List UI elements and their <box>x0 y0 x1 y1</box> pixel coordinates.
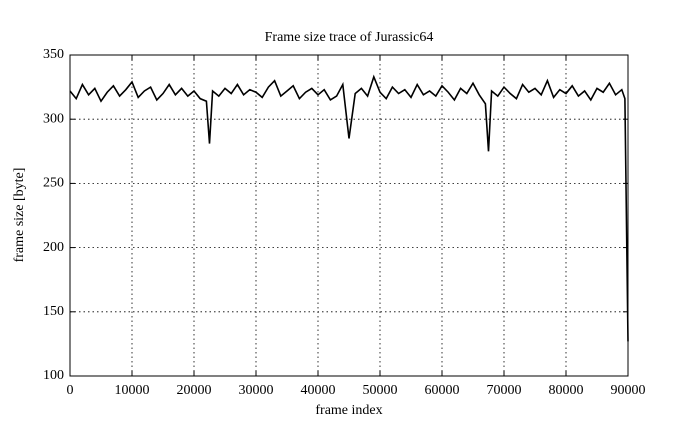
x-axis-label: frame index <box>315 403 382 418</box>
x-tick-label: 10000 <box>115 383 150 398</box>
x-tick-label: 0 <box>67 383 74 398</box>
data-line <box>69 74 629 342</box>
x-tick-label: 20000 <box>177 383 212 398</box>
x-tick-label: 50000 <box>363 383 398 398</box>
x-tick-label: 60000 <box>425 383 460 398</box>
x-tick-label: 70000 <box>487 383 522 398</box>
x-tick-label: 30000 <box>239 383 274 398</box>
y-tick-label: 150 <box>43 304 64 319</box>
x-tick-label: 40000 <box>301 383 336 398</box>
y-tick-label: 250 <box>43 176 64 191</box>
y-tick-label: 300 <box>43 111 64 126</box>
y-tick-label: 350 <box>43 47 64 62</box>
y-axis-label: frame size [byte] <box>12 168 27 263</box>
y-tick-label: 100 <box>43 368 64 383</box>
chart-title: Frame size trace of Jurassic64 <box>265 30 434 45</box>
y-tick-label: 200 <box>43 240 64 255</box>
x-tick-label: 80000 <box>549 383 584 398</box>
x-tick-label: 90000 <box>611 383 646 398</box>
plot-frame <box>69 54 629 377</box>
